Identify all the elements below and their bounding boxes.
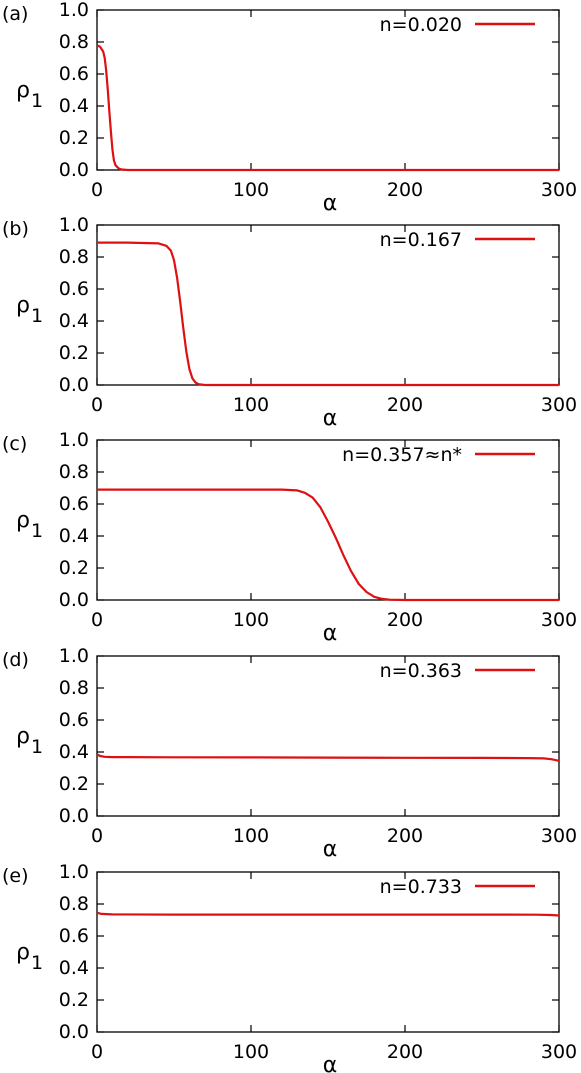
- y-tick-label: 0.2: [59, 342, 89, 364]
- panel-label: (e): [2, 865, 29, 887]
- x-tick-label: 100: [233, 394, 269, 416]
- x-tick-label: 0: [91, 609, 103, 631]
- x-tick-label: 100: [233, 609, 269, 631]
- plot-frame: [96, 9, 560, 171]
- y-tick-label: 1.0: [59, 645, 89, 667]
- plot-frame: [96, 224, 560, 386]
- series-line: [96, 911, 560, 917]
- x-tick-label: 200: [387, 394, 423, 416]
- panel-label: (b): [2, 218, 29, 240]
- y-axis-title-rho: ρ: [16, 940, 30, 965]
- x-axis-title: α: [323, 191, 338, 216]
- legend-label: n=0.167: [380, 229, 462, 251]
- y-tick-label: 1.0: [59, 0, 89, 21]
- series-line: [96, 753, 560, 762]
- y-tick-label: 0.4: [59, 525, 89, 547]
- y-tick-label: 0.0: [59, 159, 89, 181]
- x-tick-label: 300: [541, 825, 577, 847]
- y-axis-title-subscript: 1: [31, 90, 43, 112]
- x-tick-label: 0: [91, 394, 103, 416]
- series-line: [97, 488, 559, 602]
- series-line: [96, 44, 559, 172]
- y-axis-title-rho: ρ: [16, 724, 30, 749]
- y-tick-label: 0.6: [59, 709, 89, 731]
- y-axis-title-subscript: 1: [31, 305, 43, 327]
- x-axis-title: α: [323, 406, 338, 431]
- y-tick-label: 0.2: [59, 989, 89, 1011]
- x-axis-title: α: [323, 837, 338, 862]
- plot-frame: [96, 871, 560, 1033]
- x-tick-label: 200: [387, 179, 423, 201]
- y-axis-title-subscript: 1: [31, 736, 43, 758]
- y-tick-label: 0.4: [59, 957, 89, 979]
- x-tick-label: 100: [233, 1041, 269, 1063]
- y-tick-label: 0.4: [59, 95, 89, 117]
- y-axis-title-subscript: 1: [31, 952, 43, 974]
- y-tick-label: 0.2: [59, 127, 89, 149]
- x-tick-label: 200: [387, 609, 423, 631]
- x-tick-label: 200: [387, 1041, 423, 1063]
- x-tick-label: 100: [233, 179, 269, 201]
- y-tick-label: 0.8: [59, 246, 89, 268]
- chart-panel-c: (c) 0.0 0.2 0.4 0.6 0.8 1.0 0 100 200 300 α ρ 1 n=0.35…: [2, 429, 577, 646]
- x-tick-label: 200: [387, 825, 423, 847]
- y-tick-label: 0.4: [59, 310, 89, 332]
- y-tick-label: 0.8: [59, 31, 89, 53]
- y-tick-label: 0.8: [59, 677, 89, 699]
- plot-frame: [96, 655, 560, 817]
- legend-label: n=0.020: [380, 14, 462, 36]
- chart-panel-e: (e) 0.0 0.2 0.4 0.6 0.8 1.0 0 100 200 300 α ρ 1 n=0.73…: [2, 861, 577, 1073]
- x-tick-label: 300: [541, 609, 577, 631]
- legend-label: n=0.733: [380, 876, 462, 898]
- y-tick-label: 0.2: [59, 773, 89, 795]
- y-tick-label: 0.8: [59, 461, 89, 483]
- y-tick-label: 0.0: [59, 589, 89, 611]
- y-tick-label: 0.4: [59, 741, 89, 763]
- x-tick-label: 100: [233, 825, 269, 847]
- y-axis-title-rho: ρ: [16, 293, 30, 318]
- legend-label: n=0.357≈n*: [342, 444, 462, 466]
- y-tick-label: 0.2: [59, 557, 89, 579]
- y-axis-title-subscript: 1: [31, 520, 43, 542]
- panel-label: (c): [2, 433, 27, 455]
- chart-panel-a: (a) 0.0 0.2 0.4 0.6 0.8 1.0 0 100 200 300 α ρ 1 n=0.02…: [2, 0, 577, 216]
- panel-label: (a): [2, 3, 28, 25]
- y-tick-label: 0.0: [59, 805, 89, 827]
- x-tick-label: 300: [541, 179, 577, 201]
- y-tick-label: 0.6: [59, 925, 89, 947]
- x-axis-title: α: [323, 1053, 338, 1073]
- y-tick-label: 0.0: [59, 1021, 89, 1043]
- y-tick-label: 1.0: [59, 429, 89, 451]
- x-tick-label: 300: [541, 1041, 577, 1063]
- y-tick-label: 0.8: [59, 893, 89, 915]
- y-tick-label: 1.0: [59, 861, 89, 883]
- x-tick-label: 0: [91, 179, 103, 201]
- y-axis-title-rho: ρ: [16, 78, 30, 103]
- y-tick-label: 1.0: [59, 214, 89, 236]
- y-tick-label: 0.6: [59, 493, 89, 515]
- x-tick-label: 0: [91, 1041, 103, 1063]
- y-axis-title-rho: ρ: [16, 508, 30, 533]
- series-line: [97, 241, 559, 387]
- panel-label: (d): [2, 649, 29, 671]
- plot-frame: [96, 439, 560, 601]
- x-axis-title: α: [323, 621, 338, 646]
- x-tick-label: 0: [91, 825, 103, 847]
- y-tick-label: 0.0: [59, 374, 89, 396]
- chart-panel-b: (b) 0.0 0.2 0.4 0.6 0.8 1.0 0 100 200 300 α ρ 1 n=0.16…: [2, 214, 577, 431]
- y-tick-label: 0.6: [59, 63, 89, 85]
- y-tick-label: 0.6: [59, 278, 89, 300]
- chart-panel-d: (d) 0.0 0.2 0.4 0.6 0.8 1.0 0 100 200 300 α ρ 1 n=0.36…: [2, 645, 577, 862]
- x-tick-label: 300: [541, 394, 577, 416]
- legend-label: n=0.363: [380, 660, 462, 682]
